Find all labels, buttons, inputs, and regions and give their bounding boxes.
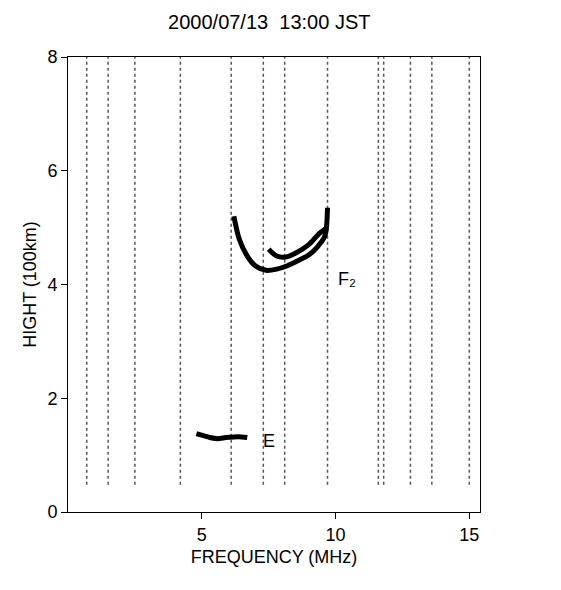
svg-text:F₂: F₂ <box>338 269 356 289</box>
svg-text:6: 6 <box>47 161 57 181</box>
svg-text:2: 2 <box>47 389 57 409</box>
svg-text:8: 8 <box>47 47 57 67</box>
svg-text:15: 15 <box>459 525 479 545</box>
svg-text:5: 5 <box>197 525 207 545</box>
svg-text:FREQUENCY (MHz): FREQUENCY (MHz) <box>191 547 358 567</box>
svg-text:E: E <box>263 431 275 451</box>
svg-text:0: 0 <box>47 502 57 522</box>
svg-text:HIGHT (100km): HIGHT (100km) <box>20 221 40 348</box>
svg-text:10: 10 <box>326 525 346 545</box>
svg-text:2000/07/13 13:00 JST: 2000/07/13 13:00 JST <box>168 11 370 33</box>
svg-text:4: 4 <box>47 275 57 295</box>
